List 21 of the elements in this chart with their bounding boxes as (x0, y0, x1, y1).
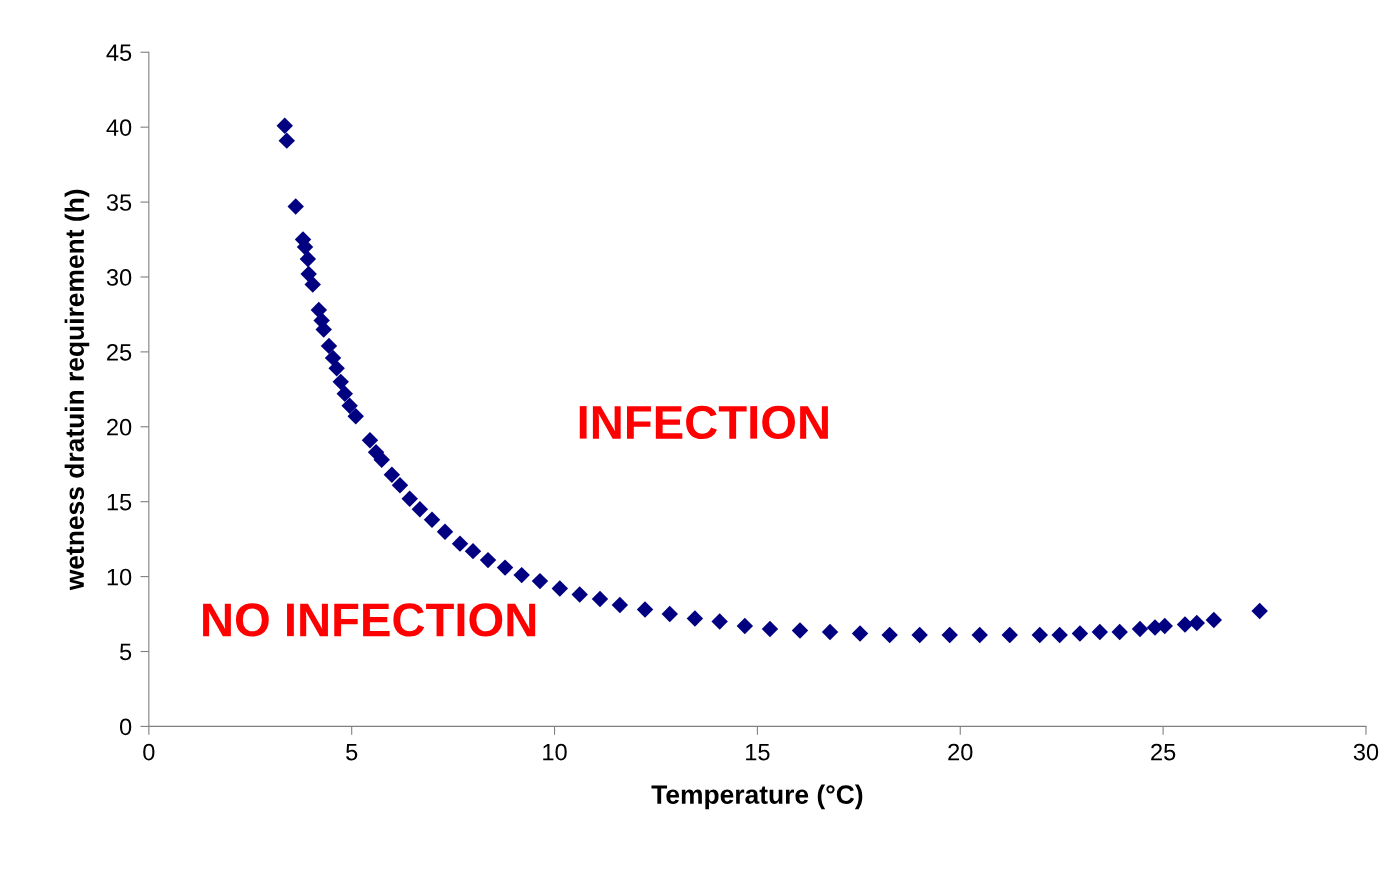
y-axis-title: wetness dratuin requirement (h) (64, 189, 90, 591)
x-tick-label: 25 (1151, 743, 1176, 761)
y-tick-label: 10 (107, 568, 132, 586)
x-tick-label: 5 (346, 743, 358, 761)
y-tick-label: 45 (106, 44, 132, 62)
y-tick-label: 5 (119, 643, 132, 661)
y-tick-label: 20 (107, 418, 132, 436)
y-tick-label: 40 (106, 119, 132, 136)
x-tick-label: 15 (746, 743, 770, 761)
x-tick-label: 30 (1353, 743, 1379, 761)
y-tick-label: 25 (107, 343, 132, 361)
annotation: NO INFECTION (203, 603, 536, 637)
y-tick-label: 30 (106, 269, 132, 286)
x-tick-label: 20 (948, 743, 973, 761)
y-tick-label: 35 (106, 194, 132, 211)
annotation: INFECTION (579, 405, 828, 440)
x-axis-title: Temperature (°C) (651, 784, 863, 810)
y-tick-label: 15 (107, 494, 132, 511)
x-tick-label: 0 (143, 743, 155, 761)
x-tick-label: 10 (543, 743, 567, 761)
y-tick-label: 0 (119, 718, 132, 736)
